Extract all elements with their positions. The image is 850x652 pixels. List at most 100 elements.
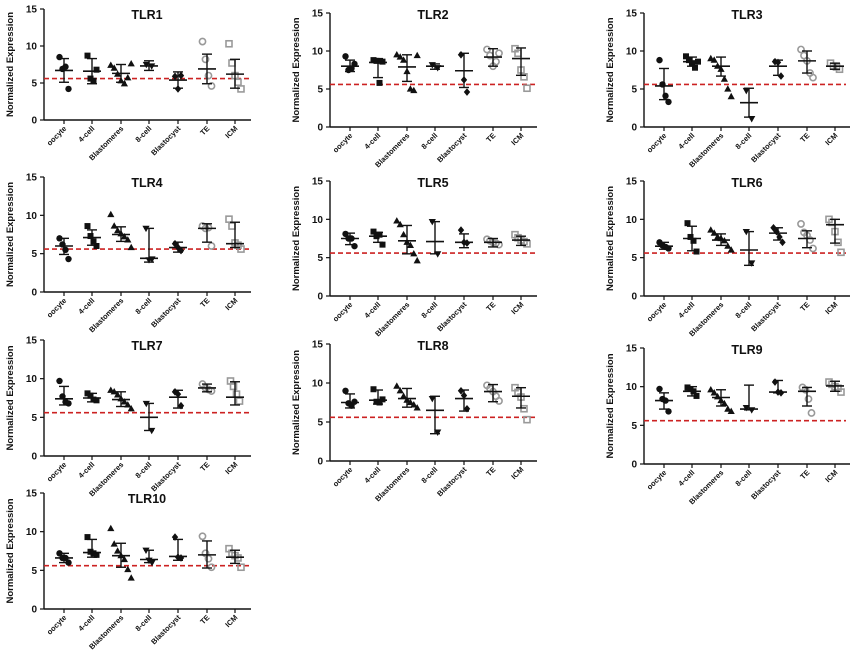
data-point bbox=[463, 404, 471, 413]
chart-panel-tlr4: TLR4 Normalized Expression 0 5 10 15 oocyte 4-c… bbox=[5, 173, 251, 334]
data-point bbox=[93, 397, 100, 404]
data-point bbox=[707, 226, 715, 233]
data-point bbox=[114, 547, 122, 554]
data-point bbox=[142, 61, 150, 69]
data-point bbox=[171, 388, 179, 396]
data-point bbox=[834, 238, 842, 247]
data-point bbox=[370, 386, 377, 393]
data-point bbox=[809, 73, 817, 82]
x-tick-label: 8-cell bbox=[733, 131, 753, 151]
data-point bbox=[724, 242, 732, 249]
data-point bbox=[87, 233, 94, 240]
data-point bbox=[379, 241, 386, 248]
data-point bbox=[120, 398, 128, 405]
y-tick-label: 10 bbox=[626, 382, 638, 393]
x-tick-label: TE bbox=[198, 613, 211, 626]
y-tick-label: 5 bbox=[31, 566, 37, 577]
x-tick-label: 4-cell bbox=[76, 124, 96, 144]
data-point bbox=[114, 226, 122, 234]
y-axis-label: Normalized Expression bbox=[605, 186, 616, 291]
x-tick-label: oocyte bbox=[331, 300, 354, 323]
y-tick-label: 0 bbox=[31, 452, 37, 463]
data-point bbox=[351, 242, 358, 250]
data-point bbox=[428, 396, 436, 403]
data-point bbox=[370, 228, 377, 235]
data-point bbox=[90, 77, 97, 84]
data-point bbox=[198, 37, 207, 46]
y-tick-label: 0 bbox=[631, 460, 637, 471]
data-point bbox=[93, 66, 100, 73]
data-point bbox=[686, 57, 692, 64]
data-point bbox=[801, 385, 810, 394]
chart-panel-tlr5: TLR5 Normalized Expression 0 5 10 15 oocyte 4-c… bbox=[291, 176, 537, 338]
data-point bbox=[90, 238, 97, 245]
x-tick-label: ICM bbox=[823, 131, 839, 147]
y-tick-label: 10 bbox=[312, 47, 324, 58]
y-tick-label: 10 bbox=[26, 211, 38, 222]
data-point bbox=[62, 63, 69, 70]
data-point bbox=[107, 524, 115, 532]
data-point bbox=[84, 52, 91, 59]
x-tick-label: 8-cell bbox=[133, 296, 153, 316]
data-point bbox=[373, 57, 380, 64]
data-point bbox=[804, 395, 813, 403]
data-point bbox=[483, 45, 491, 54]
x-tick-label: ICM bbox=[223, 296, 239, 312]
data-point bbox=[342, 230, 349, 238]
data-point bbox=[65, 255, 72, 263]
y-tick-label: 15 bbox=[312, 177, 324, 188]
data-point bbox=[376, 399, 383, 406]
y-tick-label: 0 bbox=[631, 292, 637, 303]
data-point bbox=[127, 59, 135, 67]
chart-title: TLR8 bbox=[417, 339, 448, 353]
x-tick-label: Blastocyst bbox=[149, 296, 183, 330]
x-tick-label: oocyte bbox=[45, 296, 68, 319]
y-tick-label: 15 bbox=[26, 173, 38, 184]
y-axis-label: Normalized Expression bbox=[291, 350, 302, 455]
data-point bbox=[837, 388, 845, 396]
y-tick-label: 10 bbox=[26, 374, 38, 385]
data-point bbox=[410, 250, 418, 257]
x-tick-label: 8-cell bbox=[133, 124, 153, 144]
y-tick-label: 5 bbox=[31, 413, 37, 424]
x-tick-label: TE bbox=[484, 465, 497, 478]
chart-panel-tlr6: TLR6 Normalized Expression 0 5 10 15 oocyte 4-c… bbox=[605, 176, 850, 338]
chart-panel-tlr10: TLR10 Normalized Expression 0 5 10 15 oocyte 4-… bbox=[5, 489, 251, 651]
data-point bbox=[84, 223, 91, 230]
data-point bbox=[662, 92, 669, 100]
data-point bbox=[120, 79, 128, 87]
data-point bbox=[124, 565, 132, 573]
data-point bbox=[229, 382, 238, 391]
data-point bbox=[724, 85, 732, 92]
data-point bbox=[400, 230, 408, 238]
data-point bbox=[693, 248, 700, 255]
data-point bbox=[204, 71, 213, 80]
data-point bbox=[724, 405, 732, 412]
y-tick-label: 0 bbox=[31, 605, 37, 616]
x-tick-label: Blastocyst bbox=[749, 131, 783, 165]
x-tick-label: ICM bbox=[823, 300, 839, 316]
x-tick-label: 4-cell bbox=[362, 131, 382, 151]
data-point bbox=[413, 51, 421, 59]
y-tick-label: 15 bbox=[26, 489, 38, 500]
data-point bbox=[393, 382, 401, 389]
x-tick-label: oocyte bbox=[645, 300, 668, 323]
data-point bbox=[342, 53, 349, 60]
y-axis-label: Normalized Expression bbox=[291, 186, 302, 291]
data-point bbox=[342, 387, 349, 394]
y-axis-label: Normalized Expression bbox=[605, 17, 616, 122]
chart-panel-tlr1: TLR1 Normalized Expression 0 5 10 15 oocyte 4-c… bbox=[5, 5, 251, 162]
data-point bbox=[457, 51, 465, 59]
data-point bbox=[225, 215, 233, 223]
x-tick-label: TE bbox=[198, 296, 211, 309]
y-tick-label: 0 bbox=[317, 457, 323, 468]
data-point bbox=[523, 415, 531, 424]
x-tick-label: 8-cell bbox=[733, 300, 753, 320]
chart-title: TLR6 bbox=[731, 176, 762, 190]
data-point bbox=[376, 79, 383, 86]
data-point bbox=[797, 220, 805, 228]
data-point bbox=[110, 222, 118, 229]
data-point bbox=[110, 388, 118, 395]
data-point bbox=[520, 73, 528, 81]
data-point bbox=[684, 220, 691, 227]
